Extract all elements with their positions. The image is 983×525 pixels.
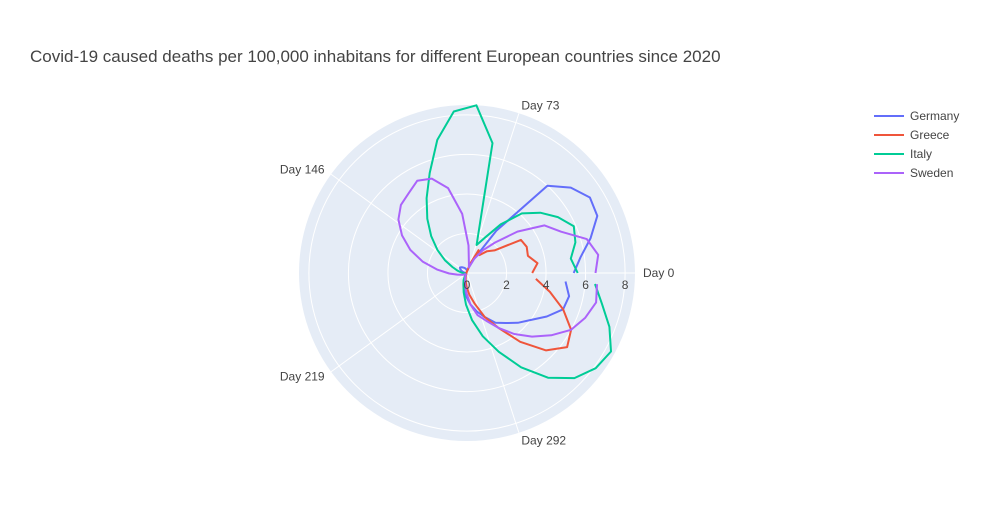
legend-label: Italy <box>910 146 933 161</box>
legend-item-germany[interactable]: Germany <box>874 106 959 125</box>
angular-tick-label: Day 146 <box>280 163 325 177</box>
legend-item-greece[interactable]: Greece <box>874 125 959 144</box>
legend-swatch <box>874 114 904 117</box>
legend-swatch <box>874 171 904 174</box>
series-line-italy <box>425 104 612 380</box>
legend-item-sweden[interactable]: Sweden <box>874 163 959 182</box>
angular-gridline <box>330 272 468 373</box>
legend-item-italy[interactable]: Italy <box>874 144 959 163</box>
chart-title: Covid-19 caused deaths per 100,000 inhab… <box>30 47 721 66</box>
angular-gridline <box>466 272 520 433</box>
radial-tick-label: 0 <box>464 278 471 292</box>
series-line-sweden <box>397 177 600 338</box>
legend: Germany Greece Italy Sweden <box>874 106 959 182</box>
axis-labels: 0 2 4 6 8 Day 0 Day 73 Day 146 Day 219 Day 292 <box>280 99 675 448</box>
angular-tick-label: Day 73 <box>521 99 559 113</box>
legend-label: Greece <box>910 127 950 142</box>
radial-tick-label: 6 <box>582 278 589 292</box>
legend-label: Sweden <box>910 165 954 180</box>
legend-swatch <box>874 152 904 155</box>
angular-gridline <box>466 113 520 274</box>
series-lines <box>397 104 612 380</box>
angular-tick-label: Day 219 <box>280 370 325 384</box>
legend-swatch <box>874 133 904 136</box>
radial-tick-label: 4 <box>543 278 550 292</box>
legend-label: Germany <box>910 108 960 123</box>
radial-tick-label: 2 <box>503 278 510 292</box>
radial-tick-label: 8 <box>622 278 629 292</box>
angular-tick-label: Day 0 <box>643 266 675 280</box>
angular-tick-label: Day 292 <box>521 433 566 447</box>
series-line-greece <box>464 238 573 352</box>
